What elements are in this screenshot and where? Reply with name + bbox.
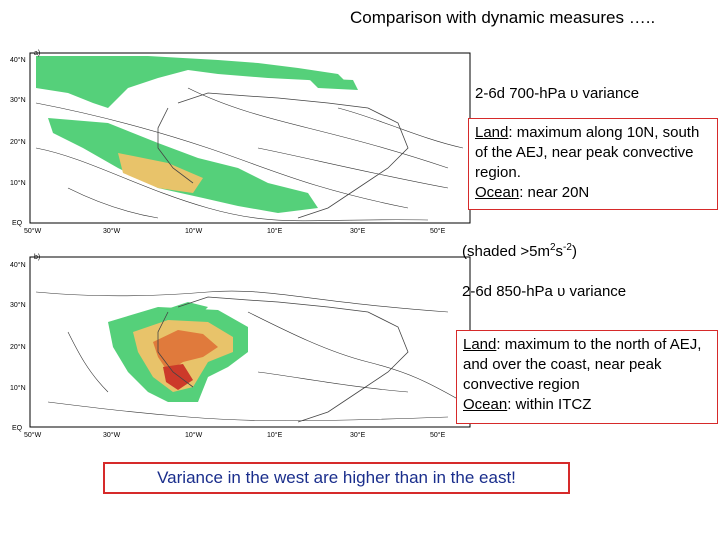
shade-region bbox=[36, 56, 348, 108]
shade-region bbox=[118, 153, 203, 193]
lon-label: 10°W bbox=[185, 228, 203, 235]
shaded-note-suffix: ) bbox=[571, 243, 577, 260]
lat-label: 20°N bbox=[10, 344, 26, 351]
shade-region bbox=[153, 330, 218, 372]
map-700hpa bbox=[29, 52, 471, 224]
lat-label: 20°N bbox=[10, 139, 26, 146]
land-text: : maximum to the north of AEJ, and over … bbox=[463, 336, 702, 393]
shaded-note-sup: -2 bbox=[563, 242, 572, 253]
lon-label: 30°W bbox=[103, 432, 121, 439]
lon-label: 10°E bbox=[267, 228, 283, 235]
lat-label: 30°N bbox=[10, 97, 26, 104]
lat-label: 30°N bbox=[10, 302, 26, 309]
shade-region bbox=[48, 118, 318, 213]
panel-label-b: b) bbox=[34, 254, 41, 261]
ocean-text: : within ITCZ bbox=[507, 396, 592, 413]
land-label: Land bbox=[463, 336, 497, 353]
shade-region bbox=[163, 364, 193, 390]
caption-700hpa: 2-6d 700-hPa υ variance bbox=[475, 85, 640, 102]
lon-label: 30°E bbox=[350, 432, 366, 439]
lat-label: EQ bbox=[12, 220, 23, 227]
panel-label-a: a) bbox=[34, 50, 41, 57]
shade-region bbox=[308, 78, 358, 90]
shaded-note-prefix: (shaded >5m bbox=[462, 243, 550, 260]
lon-label: 50°W bbox=[24, 432, 42, 439]
shade-region bbox=[158, 302, 208, 317]
shaded-note-sup: 2 bbox=[549, 242, 556, 253]
lon-label: 50°E bbox=[430, 228, 446, 235]
lat-label: 40°N bbox=[10, 57, 26, 64]
map-850hpa bbox=[29, 256, 471, 428]
conclusion-box: Variance in the west are higher than in … bbox=[103, 462, 570, 494]
land-text: : maximum along 10N, south of the AEJ, n… bbox=[475, 124, 700, 181]
lon-label: 50°W bbox=[24, 228, 42, 235]
lat-label: EQ bbox=[12, 425, 23, 432]
slide-title: Comparison with dynamic measures ….. bbox=[350, 8, 656, 27]
lon-label: 50°E bbox=[430, 432, 446, 439]
ocean-label: Ocean bbox=[463, 396, 508, 413]
shaded-note-mid: s bbox=[555, 243, 564, 260]
lon-label: 30°W bbox=[103, 228, 121, 235]
lon-label: 10°W bbox=[185, 432, 203, 439]
ocean-text: : near 20N bbox=[519, 184, 590, 201]
shaded-note: (shaded >5m2s-2) bbox=[462, 238, 577, 262]
lon-label: 10°E bbox=[267, 432, 283, 439]
lat-label: 40°N bbox=[10, 262, 26, 269]
caption-850hpa: 2-6d 850-hPa υ variance bbox=[462, 283, 627, 300]
lon-label: 30°E bbox=[350, 228, 366, 235]
annotation-box-850hpa: Land: maximum to the north of AEJ, and o… bbox=[456, 330, 718, 424]
annotation-box-700hpa: Land: maximum along 10N, south of the AE… bbox=[468, 118, 718, 210]
lat-label: 10°N bbox=[10, 180, 26, 187]
land-label: Land bbox=[475, 124, 509, 141]
lat-label: 10°N bbox=[10, 385, 26, 392]
ocean-label: Ocean bbox=[475, 184, 520, 201]
